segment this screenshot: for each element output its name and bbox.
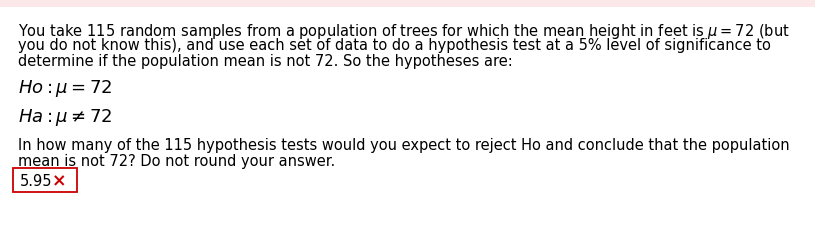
FancyBboxPatch shape	[13, 168, 77, 192]
Text: In how many of the 115 hypothesis tests would you expect to reject Ho and conclu: In how many of the 115 hypothesis tests …	[18, 137, 790, 152]
Text: determine if the population mean is not 72. So the hypotheses are:: determine if the population mean is not …	[18, 54, 513, 69]
FancyBboxPatch shape	[0, 0, 815, 8]
Text: $Ho:\mu = 72$: $Ho:\mu = 72$	[18, 78, 112, 99]
Text: You take 115 random samples from a population of trees for which the mean height: You take 115 random samples from a popul…	[18, 22, 790, 41]
Text: ×: ×	[52, 171, 67, 189]
Text: you do not know this), and use each set of data to do a hypothesis test at a 5% : you do not know this), and use each set …	[18, 38, 771, 53]
Text: $Ha:\mu \neq 72$: $Ha:\mu \neq 72$	[18, 107, 112, 128]
Text: mean is not 72? Do not round your answer.: mean is not 72? Do not round your answer…	[18, 153, 335, 168]
Text: 5.95: 5.95	[20, 173, 52, 188]
